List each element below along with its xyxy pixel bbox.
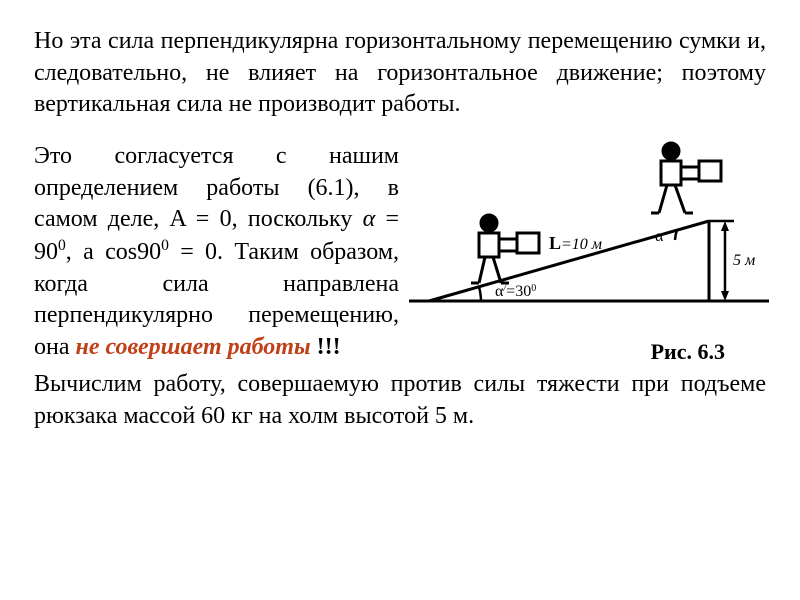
right-column: L =10 м α α/=300 5 м [399, 141, 769, 365]
slide: Но эта сила перпендикулярна горизонтальн… [0, 0, 800, 432]
figure-upper [651, 143, 721, 213]
paragraph-1: Но эта сила перпендикулярна горизонтальн… [34, 26, 766, 121]
angle-arc-top [675, 230, 677, 240]
angle-arc-base [479, 287, 481, 301]
L-label: L [549, 233, 561, 253]
height-label: 5 м [733, 252, 755, 269]
incline-diagram: L =10 м α α/=300 5 м [409, 141, 769, 331]
figure-caption: Рис. 6.3 [651, 339, 725, 365]
left-column: Это согласуется с нашим определением раб… [34, 141, 399, 364]
incline-line [429, 221, 709, 301]
dim-arrow-up [721, 221, 729, 231]
box-upper [699, 161, 721, 181]
middle-row: Это согласуется с нашим определением раб… [34, 141, 766, 365]
L-value: =10 м [561, 236, 602, 253]
paragraph-3: Вычислим работу, совершаемую против силы… [34, 369, 766, 432]
alpha-base: α/=300 [495, 283, 536, 301]
paragraph-2: Это согласуется с нашим определением раб… [34, 141, 399, 364]
alpha-top: α [655, 228, 664, 245]
box-lower [517, 233, 539, 253]
